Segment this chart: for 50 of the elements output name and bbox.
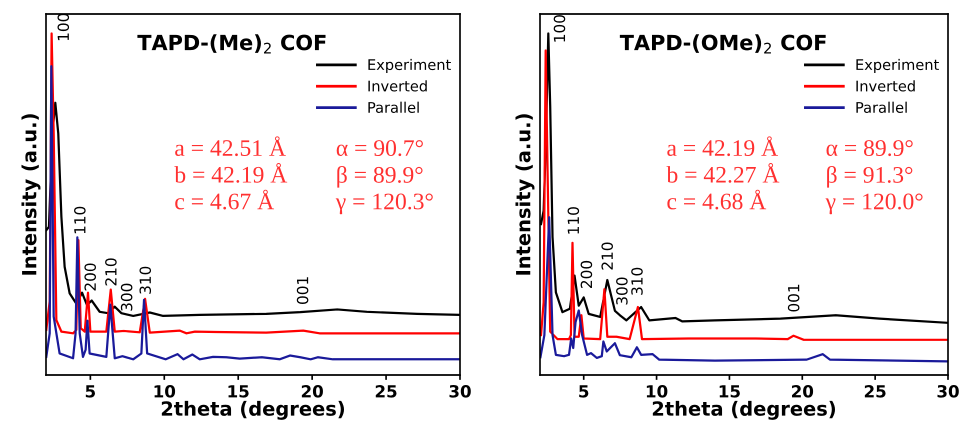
annotation: 001 <box>296 277 308 304</box>
legend-label: Experiment <box>368 58 451 73</box>
legend-label: Inverted <box>856 80 915 92</box>
annotation: 001 <box>788 284 800 312</box>
annotation: c = 4.68 Å <box>667 190 766 210</box>
annotation: 310 <box>631 268 643 295</box>
x-tick-label: 20 <box>302 385 323 398</box>
annotation: γ = 120.3° <box>336 194 433 214</box>
annotation: 110 <box>568 207 580 234</box>
annotation: 300 <box>616 278 628 305</box>
x-tick-label: 10 <box>154 385 176 398</box>
annotation: b = 42.19 Å <box>174 163 288 183</box>
annotation: α = 90.7° <box>336 140 423 156</box>
annotation: 100 <box>58 14 70 40</box>
legend-label: Parallel <box>368 102 419 113</box>
annotation: 300 <box>120 284 132 311</box>
y-axis-title: Intensity (a.u.) <box>515 114 534 275</box>
annotation: α = 89.9° <box>826 140 913 156</box>
annotation: 100 <box>554 15 566 42</box>
annotation: β = 91.3° <box>827 166 912 188</box>
annotation: 210 <box>105 258 117 286</box>
x-tick-label: 15 <box>228 385 249 398</box>
y-axis-title: Intensity (a.u.) <box>21 114 40 275</box>
chart-title: TAPD-(OMe)$_{2}$ COF <box>620 34 826 54</box>
x-tick-label: 25 <box>376 385 397 398</box>
x-tick-label: 10 <box>646 385 668 398</box>
x-tick-label: 20 <box>792 385 814 398</box>
annotation: a = 42.19 Å <box>667 136 778 156</box>
annotation: β = 89.9° <box>337 166 423 188</box>
x-tick-label: 30 <box>450 385 471 398</box>
annotation: 110 <box>74 206 86 234</box>
legend-label: Experiment <box>856 58 939 73</box>
x-axis-title: 2theta (degrees) <box>652 400 836 420</box>
annotation: a = 42.51 Å <box>175 136 286 156</box>
x-tick-label: 5 <box>579 385 588 398</box>
x-tick-label: 30 <box>938 385 959 398</box>
annotation: b = 42.27 Å <box>666 163 780 183</box>
x-tick-label: 5 <box>86 385 95 398</box>
legend-label: Parallel <box>856 102 907 113</box>
annotation: 200 <box>580 260 592 288</box>
annotation: 200 <box>84 263 96 290</box>
annotation: c = 4.67 Å <box>175 190 274 210</box>
x-tick-label: 15 <box>720 385 740 398</box>
annotation: 210 <box>601 242 613 270</box>
chart-title: TAPD-(Me)$_{2}$ COF <box>137 34 326 54</box>
annotation: γ = 120.0° <box>826 194 923 214</box>
annotation: 310 <box>139 266 152 294</box>
x-axis-title: 2theta (degrees) <box>162 400 344 420</box>
legend-label: Inverted <box>368 80 427 92</box>
x-tick-label: 25 <box>864 385 886 398</box>
